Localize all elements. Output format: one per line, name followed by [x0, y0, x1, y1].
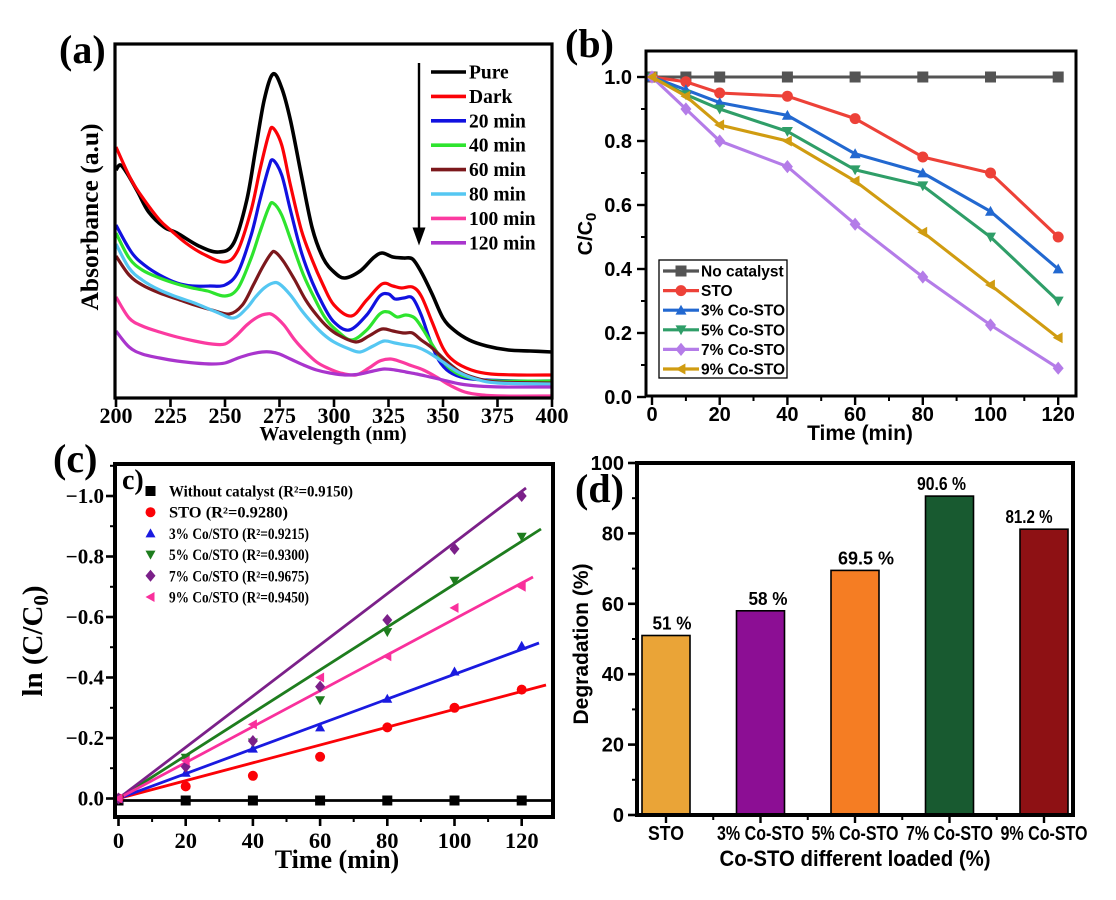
svg-text:0.8: 0.8 — [604, 131, 632, 153]
svg-text:0: 0 — [613, 805, 624, 827]
svg-text:0: 0 — [113, 828, 124, 853]
svg-text:100: 100 — [591, 453, 624, 475]
svg-text:9% Co-STO: 9% Co-STO — [701, 362, 785, 379]
svg-text:200: 200 — [100, 403, 133, 428]
svg-text:90.6 %: 90.6 % — [917, 473, 966, 494]
svg-text:325: 325 — [372, 403, 405, 428]
svg-text:STO: STO — [701, 283, 733, 300]
svg-text:0.4: 0.4 — [604, 259, 633, 281]
svg-text:120 min: 120 min — [469, 233, 536, 254]
svg-text:400: 400 — [536, 403, 569, 428]
svg-text:Wavelength (nm): Wavelength (nm) — [259, 423, 406, 445]
svg-text:(d): (d) — [575, 466, 624, 511]
svg-text:(c): (c) — [53, 436, 97, 481]
svg-text:375: 375 — [481, 403, 514, 428]
svg-text:120: 120 — [1042, 404, 1075, 426]
svg-text:0.2: 0.2 — [604, 323, 632, 345]
svg-text:69.5 %: 69.5 % — [838, 547, 894, 568]
svg-text:0.6: 0.6 — [604, 195, 632, 217]
svg-text:Dark: Dark — [469, 87, 512, 108]
svg-text:Time (min): Time (min) — [275, 845, 399, 874]
svg-text:250: 250 — [209, 403, 242, 428]
svg-text:100 min: 100 min — [469, 209, 536, 230]
svg-text:20: 20 — [709, 404, 731, 426]
svg-text:1.0: 1.0 — [604, 67, 632, 89]
svg-text:0.0: 0.0 — [604, 387, 632, 409]
svg-text:275: 275 — [263, 403, 296, 428]
svg-text:300: 300 — [318, 403, 351, 428]
svg-text:STO: STO — [648, 823, 684, 845]
svg-text:STO (R²=0.9280): STO (R²=0.9280) — [169, 505, 288, 522]
svg-text:80: 80 — [912, 404, 934, 426]
svg-text:(b): (b) — [565, 21, 614, 66]
svg-text:120: 120 — [505, 828, 539, 853]
svg-text:51 %: 51 % — [653, 613, 692, 634]
svg-text:(a): (a) — [59, 27, 106, 72]
svg-text:80: 80 — [602, 523, 624, 545]
svg-text:−0.8: −0.8 — [66, 545, 104, 569]
svg-text:9% Co/STO (R²=0.9450): 9% Co/STO (R²=0.9450) — [169, 590, 309, 607]
svg-text:60 min: 60 min — [469, 160, 526, 181]
svg-text:100: 100 — [438, 828, 472, 853]
svg-text:0: 0 — [646, 404, 657, 426]
svg-text:−0.2: −0.2 — [66, 726, 104, 750]
svg-text:40: 40 — [776, 404, 798, 426]
svg-text:No catalyst: No catalyst — [701, 264, 784, 281]
svg-text:60: 60 — [602, 594, 624, 616]
svg-text:80 min: 80 min — [469, 185, 526, 206]
svg-text:100: 100 — [974, 404, 1007, 426]
svg-text:40: 40 — [602, 664, 624, 686]
svg-text:3% Co-STO: 3% Co-STO — [701, 303, 785, 320]
svg-text:Co-STO different loaded (%): Co-STO different loaded (%) — [720, 846, 991, 871]
svg-text:3% Co-STO: 3% Co-STO — [717, 823, 804, 845]
svg-text:60: 60 — [844, 404, 866, 426]
svg-text:350: 350 — [427, 403, 460, 428]
svg-text:0.0: 0.0 — [78, 787, 104, 811]
svg-text:−1.0: −1.0 — [66, 484, 104, 508]
svg-text:9% Co-STO: 9% Co-STO — [1001, 823, 1088, 845]
svg-text:81.2 %: 81.2 % — [1006, 506, 1053, 527]
svg-text:5% Co-STO: 5% Co-STO — [812, 823, 899, 845]
svg-text:40: 40 — [242, 828, 265, 853]
svg-text:7% Co/STO (R²=0.9675): 7% Co/STO (R²=0.9675) — [169, 568, 309, 585]
svg-text:Time (min): Time (min) — [807, 422, 913, 445]
svg-text:7% Co-STO: 7% Co-STO — [701, 342, 785, 359]
svg-text:c): c) — [122, 465, 144, 496]
svg-text:80: 80 — [376, 828, 399, 853]
svg-text:20 min: 20 min — [469, 111, 526, 132]
svg-text:60: 60 — [309, 828, 332, 853]
svg-text:Absorbance (a.u): Absorbance (a.u) — [75, 123, 104, 310]
svg-text:5% Co/STO (R²=0.9300): 5% Co/STO (R²=0.9300) — [169, 547, 309, 564]
svg-text:7% Co-STO: 7% Co-STO — [906, 823, 993, 845]
svg-text:20: 20 — [174, 828, 197, 853]
svg-text:20: 20 — [602, 735, 624, 757]
svg-text:40 min: 40 min — [469, 136, 526, 157]
svg-text:3% Co/STO (R²=0.9215): 3% Co/STO (R²=0.9215) — [169, 526, 309, 543]
svg-text:Degradation (%): Degradation (%) — [570, 563, 593, 724]
svg-text:58 %: 58 % — [749, 588, 788, 609]
svg-text:−0.4: −0.4 — [66, 666, 105, 690]
svg-text:Pure: Pure — [469, 63, 509, 84]
svg-text:5% Co-STO: 5% Co-STO — [701, 322, 785, 339]
svg-text:225: 225 — [154, 403, 187, 428]
svg-text:−0.6: −0.6 — [66, 605, 104, 629]
svg-text:Without catalyst (R²=0.9150): Without catalyst (R²=0.9150) — [169, 484, 353, 501]
